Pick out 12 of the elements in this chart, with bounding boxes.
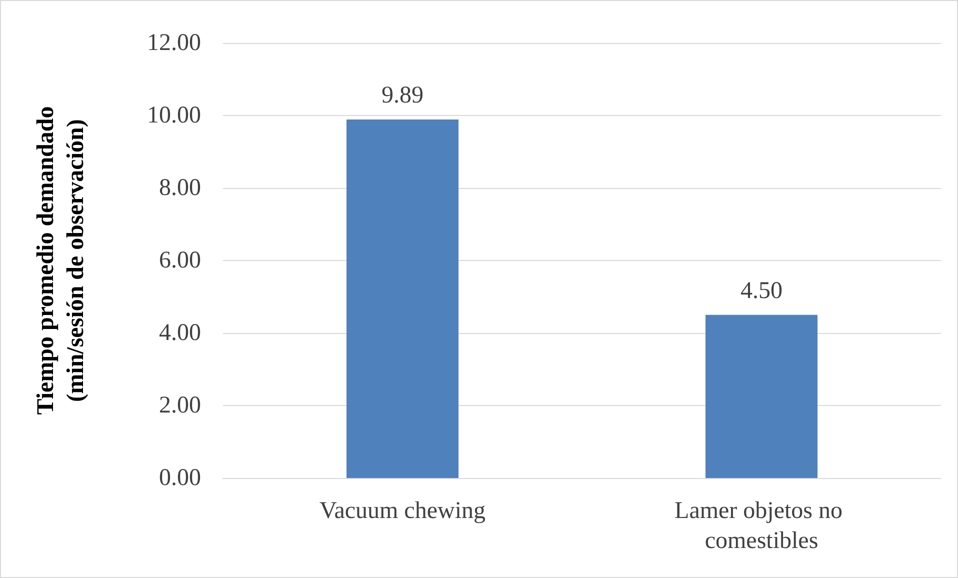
y-axis-title: Tiempo promedio demandado (min/sesión de observación) (33, 106, 89, 415)
data-label: 4.50 (740, 278, 782, 304)
x-tick-label: Vacuum chewing (320, 498, 486, 524)
y-tick-label: 12.00 (147, 30, 201, 56)
y-tick-label: 4.00 (159, 320, 201, 346)
x-tick-label: Lamer objetos no comestibles (674, 498, 848, 554)
y-tick-label: 2.00 (159, 392, 201, 418)
y-tick-label: 6.00 (159, 248, 201, 274)
y-tick-label: 10.00 (147, 102, 201, 128)
y-tick-label: 8.00 (159, 175, 201, 201)
y-tick-label: 0.00 (159, 465, 201, 491)
data-label: 9.89 (382, 82, 424, 108)
